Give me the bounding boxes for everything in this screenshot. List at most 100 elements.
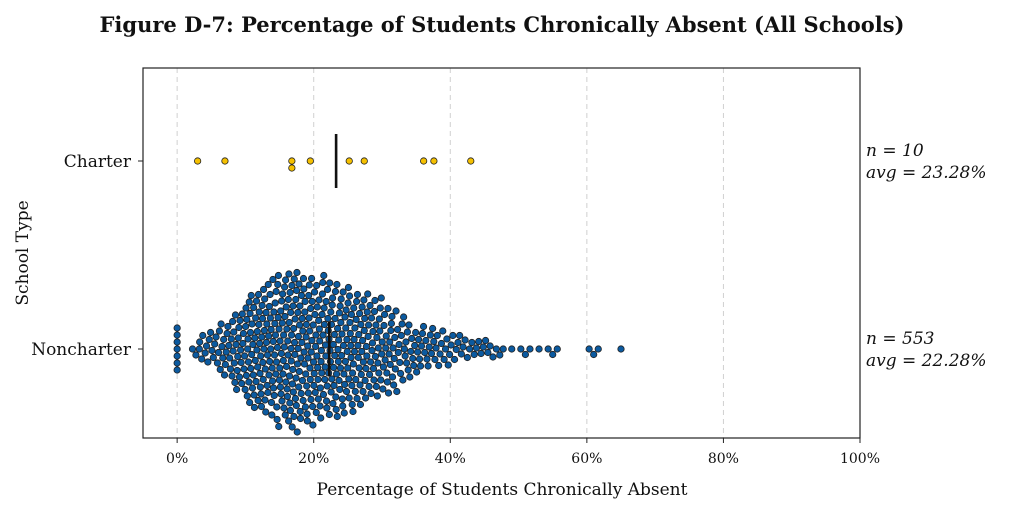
data-point-noncharter [470, 350, 478, 359]
data-point-noncharter [378, 338, 386, 346]
annotation-avg: avg = 23.28% [866, 163, 987, 183]
data-point-noncharter [375, 369, 383, 377]
data-point-noncharter [430, 337, 438, 346]
x-tick-label: 60% [571, 451, 602, 467]
data-point-noncharter [446, 350, 454, 359]
data-point-noncharter [307, 395, 315, 404]
data-point-noncharter [289, 302, 297, 310]
data-point-noncharter [328, 294, 337, 302]
data-point-noncharter [252, 377, 260, 386]
data-point-noncharter [421, 348, 429, 357]
data-point-noncharter [235, 323, 243, 332]
data-point-noncharter [253, 327, 261, 336]
data-point-noncharter [472, 344, 481, 352]
data-point-noncharter [293, 286, 301, 295]
data-point-noncharter [369, 327, 377, 336]
data-point-noncharter [316, 384, 324, 392]
data-point-noncharter [459, 343, 467, 351]
data-point-noncharter [257, 390, 265, 398]
data-point-noncharter [393, 387, 401, 396]
data-point-noncharter [400, 345, 408, 353]
data-point-noncharter [384, 304, 392, 313]
data-point-noncharter [366, 301, 374, 310]
data-point-noncharter [285, 417, 293, 425]
data-point-noncharter [414, 335, 423, 344]
data-point-noncharter [292, 374, 300, 382]
data-point-noncharter [285, 318, 293, 327]
data-point-noncharter [298, 338, 306, 347]
data-point-noncharter [306, 375, 314, 384]
data-point-noncharter [401, 352, 409, 360]
data-point-noncharter [290, 338, 299, 347]
data-point-noncharter [215, 327, 223, 335]
data-point-charter [467, 157, 475, 165]
data-point-noncharter [343, 335, 351, 344]
data-point-noncharter [352, 375, 360, 384]
data-point-noncharter [265, 302, 273, 311]
data-point-noncharter [238, 379, 246, 388]
data-point-noncharter [204, 358, 212, 366]
data-point-noncharter [230, 359, 238, 367]
data-point-noncharter [400, 313, 408, 321]
data-point-noncharter [192, 351, 200, 359]
data-point-noncharter [377, 376, 385, 384]
data-point-noncharter [222, 348, 230, 356]
data-point-noncharter [454, 338, 462, 347]
data-point-noncharter [270, 351, 279, 359]
data-point-noncharter [321, 341, 330, 349]
data-point-noncharter [265, 371, 273, 379]
data-point-noncharter [259, 358, 267, 367]
data-point-noncharter [341, 357, 349, 366]
data-point-noncharter [362, 364, 370, 373]
data-point-noncharter [436, 350, 444, 358]
data-point-noncharter [313, 303, 321, 311]
data-point-noncharter [367, 314, 376, 322]
data-point-charter [288, 157, 296, 165]
data-point-noncharter [351, 387, 359, 396]
data-point-noncharter [526, 345, 534, 353]
data-point-noncharter [340, 370, 348, 378]
data-point-noncharter [392, 307, 400, 315]
data-point-noncharter [296, 407, 304, 416]
data-point-noncharter [256, 369, 264, 378]
data-point-noncharter [396, 358, 404, 367]
data-point-noncharter [457, 350, 465, 358]
data-point-noncharter [357, 370, 365, 379]
data-point-noncharter [388, 373, 397, 381]
data-point-noncharter [261, 295, 269, 303]
data-point-noncharter [360, 296, 368, 304]
data-point-noncharter [287, 331, 296, 339]
annotation-n: n = 553 [866, 329, 934, 349]
data-point-noncharter [617, 345, 625, 353]
data-point-noncharter [237, 358, 245, 367]
data-point-noncharter [251, 356, 259, 365]
data-point-noncharter [243, 392, 251, 400]
data-point-noncharter [300, 348, 308, 356]
data-point-noncharter [355, 330, 363, 339]
data-point-noncharter [257, 352, 265, 360]
data-point-noncharter [544, 345, 552, 353]
data-point-noncharter [374, 359, 382, 367]
data-point-noncharter [590, 350, 598, 359]
chart-title: Figure D-7: Percentage of Students Chron… [100, 12, 905, 37]
data-point-noncharter [208, 346, 216, 355]
data-point-noncharter [342, 324, 350, 332]
data-point-noncharter [377, 294, 385, 302]
data-point-noncharter [245, 298, 253, 306]
data-point-noncharter [259, 285, 268, 294]
data-point-noncharter [244, 358, 253, 366]
data-point-noncharter [296, 302, 304, 310]
data-point-noncharter [212, 333, 220, 341]
data-point-noncharter [376, 327, 384, 335]
data-point-noncharter [364, 290, 372, 298]
data-point-noncharter [312, 331, 320, 339]
data-point-noncharter [274, 271, 283, 280]
data-point-noncharter [287, 357, 295, 365]
data-point-noncharter [300, 360, 309, 368]
data-point-noncharter [284, 337, 292, 345]
data-point-noncharter [280, 331, 288, 339]
data-point-noncharter [304, 354, 312, 362]
data-point-noncharter [302, 370, 310, 378]
data-point-noncharter [246, 398, 254, 407]
data-point-noncharter [229, 317, 237, 326]
